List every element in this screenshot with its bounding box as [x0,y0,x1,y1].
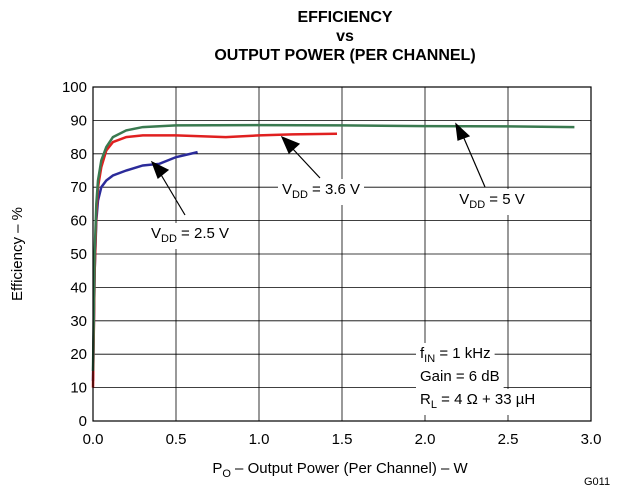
chart-title: vs [336,28,354,45]
arrow [291,147,321,179]
figure-id: G011 [584,476,610,488]
annotation: VDD = 5 V [459,191,525,211]
x-tick-label: 0.5 [166,431,187,448]
y-tick-label: 100 [62,79,87,96]
arrowhead [150,160,170,179]
series-line [91,132,338,388]
text-part: V [282,181,292,198]
arrowhead [455,122,471,141]
y-tick-label: 50 [70,246,87,263]
annotation: VDD = 2.5 V [151,225,229,245]
text-part: = 5 V [485,191,525,208]
y-tick-label: 70 [70,179,87,196]
x-tick-label: 2.0 [415,431,436,448]
y-tick-label: 80 [70,146,87,163]
text-part: Gain = 6 dB [420,368,500,385]
arrow [159,172,186,216]
x-tick-label: 0.0 [83,431,104,448]
y-tick-label: 60 [70,213,87,230]
texts: 0 10 20 30 40 50 60 70 80 90 100 0.0 0.5 1.0 1.5 2.0 2.5… [62,79,601,480]
text-part: = 2.5 V [177,225,229,242]
annotation: PO – Output Power (Per Channel) – W [212,460,468,480]
plot-frame [92,86,592,422]
label-background [146,223,234,249]
subscript: DD [161,233,177,245]
annotation: RL = 4 Ω + 33 µH [420,391,535,411]
y-tick-label: 0 [79,413,87,430]
label-background [277,179,365,205]
subscript: DD [292,189,308,201]
y-axis-label: Efficiency – % [9,207,26,301]
text-part: = 3.6 V [308,181,360,198]
arrows [150,122,486,216]
grid [92,86,592,422]
subscript: IN [424,353,435,365]
x-tick-label: 1.0 [249,431,270,448]
annotation: VDD = 3.6 V [282,181,360,201]
text-part: V [151,225,161,242]
y-tick-label: 30 [70,313,87,330]
y-tick-label: 10 [70,380,87,397]
subscript: DD [469,199,485,211]
text-part: – Output Power (Per Channel) – W [231,460,469,477]
chart-title: OUTPUT POWER (PER CHANNEL) [214,47,475,64]
subscript: O [222,468,231,480]
label-background [416,366,504,389]
text-part: f [420,345,425,362]
chart-title: EFFICIENCY [297,9,392,26]
x-tick-label: 3.0 [581,431,602,448]
x-tick-label: 2.5 [498,431,519,448]
annotation: Gain = 6 dB [420,368,500,385]
arrow [462,135,486,188]
text-part: P [212,460,222,477]
label-background [416,389,540,415]
text-part: = 4 Ω + 33 µH [437,391,535,408]
text-part: V [459,191,469,208]
label-background [455,189,529,215]
text-part: = 1 kHz [435,345,490,362]
y-tick-label: 40 [70,279,87,296]
curves [91,123,575,388]
text-part: R [420,391,431,408]
x-tick-label: 1.5 [332,431,353,448]
subscript: L [431,399,437,411]
annotation: fIN = 1 kHz [420,345,491,365]
y-tick-label: 20 [70,346,87,363]
series-line [91,123,575,371]
series-line [91,150,198,381]
y-tick-label: 90 [70,112,87,129]
label-background [416,343,495,369]
arrowhead [280,135,301,155]
